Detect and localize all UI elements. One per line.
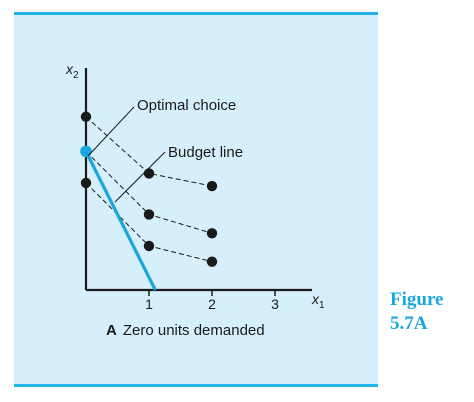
bundle-point [206, 228, 218, 239]
bundle-point [143, 168, 155, 179]
indifference-curves [80, 111, 218, 267]
bundle-point [143, 240, 155, 252]
budget-line-group [84, 150, 157, 291]
optimal-choice-label: Optimal choice [137, 97, 236, 114]
budget-line [84, 150, 157, 291]
x-tick-label: 2 [208, 296, 216, 312]
bottom-rule [14, 384, 378, 387]
bundle-point [80, 111, 92, 122]
figure-label-word: Figure [390, 289, 444, 310]
figure-label-number: 5.7A [390, 313, 428, 334]
y-axis-label: x2 [65, 61, 79, 81]
budget-line-leader [114, 151, 166, 203]
figure-panel [14, 15, 378, 384]
x-ticks: 1 2 3 [145, 290, 279, 312]
x-axis-label: x1 [311, 291, 325, 311]
bundle-point [80, 177, 92, 189]
optimal-choice-leader [87, 106, 135, 157]
figure-label: Figure 5.7A [390, 288, 443, 336]
caption-letter: A [106, 322, 117, 339]
x-tick-label: 3 [271, 296, 279, 312]
top-rule [14, 12, 378, 15]
panel-caption: A Zero units demanded [106, 322, 265, 339]
bundle-point [206, 256, 218, 267]
caption-text: Zero units demanded [123, 322, 265, 339]
bundle-point [206, 180, 218, 192]
bundle-point [143, 209, 155, 220]
budget-line-label: Budget line [168, 144, 243, 161]
x-tick-label: 1 [145, 296, 153, 312]
